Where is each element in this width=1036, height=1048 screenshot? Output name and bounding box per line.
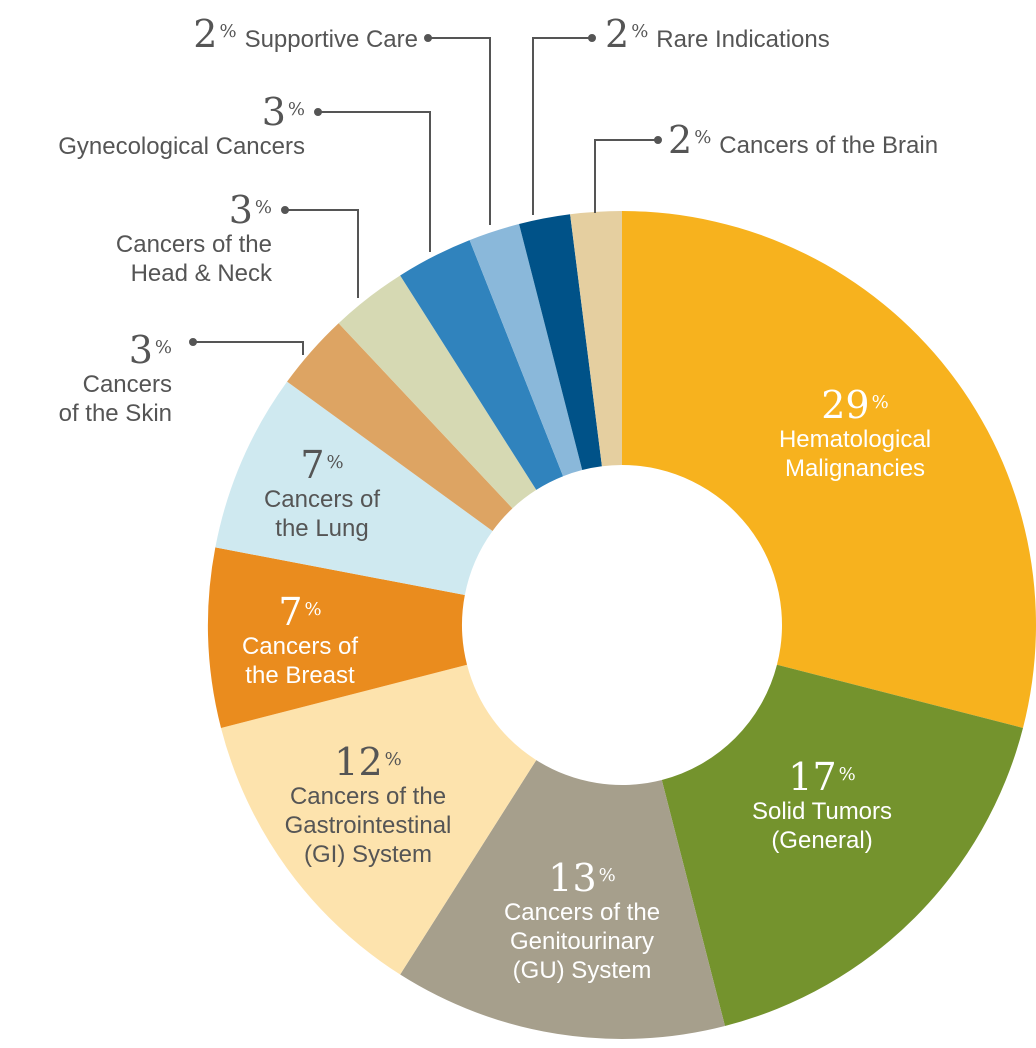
- category-label: Cancers of the Lung: [263, 486, 381, 542]
- leader-line: [285, 209, 359, 298]
- slice-label: 29% Hematological Malignancies: [779, 385, 931, 483]
- slice-label: 7% Cancers of the Lung: [264, 445, 380, 543]
- value-unit: %: [254, 197, 272, 218]
- value-label: 7%: [300, 443, 344, 487]
- slice-label: 17% Solid Tumors (General): [752, 757, 892, 855]
- category-label: Rare Indications: [656, 26, 830, 53]
- leader-line: [318, 111, 431, 252]
- slice-label: 2% Rare Indications: [605, 14, 830, 54]
- leader-dot: [588, 34, 596, 42]
- slice-label: 2% Supportive Care: [193, 14, 418, 54]
- category-label: Cancers of the Gastrointestinal (GI) Sys…: [284, 783, 452, 868]
- value-label: 2%: [605, 12, 649, 56]
- value-unit: %: [154, 337, 172, 358]
- donut-slice: [287, 323, 513, 531]
- donut-slice: [469, 224, 583, 477]
- value-label: 2%: [668, 118, 712, 162]
- donut-slice: [519, 214, 602, 471]
- value-label: 13%: [548, 856, 616, 900]
- category-label: Cancers of the Genitourinary (GU) System: [503, 899, 661, 984]
- leader-line: [428, 37, 491, 225]
- slice-label: 3% Cancers of the Head & Neck: [116, 190, 272, 288]
- donut-slice: [400, 240, 564, 490]
- value-label: 12%: [334, 740, 402, 784]
- slice-label: 13% Cancers of the Genitourinary (GU) Sys…: [504, 858, 660, 985]
- value-label: 17%: [788, 755, 856, 799]
- category-label: Cancers of the Skin: [58, 371, 172, 427]
- leader-line: [594, 139, 658, 213]
- value-label: 3%: [261, 90, 305, 134]
- category-label: Supportive Care: [244, 26, 418, 53]
- value-unit: %: [304, 599, 322, 620]
- donut-slice: [622, 211, 1036, 728]
- category-label: Cancers of the Head & Neck: [115, 231, 272, 287]
- leader-line: [193, 341, 304, 355]
- category-label: Hematological Malignancies: [778, 426, 932, 482]
- category-label: Cancers of the Brain: [719, 132, 939, 159]
- value-label: 2%: [193, 12, 237, 56]
- donut-slice: [570, 211, 622, 467]
- leader-dot: [654, 136, 662, 144]
- category-label: Gynecological Cancers: [58, 133, 305, 160]
- leader-dot: [424, 34, 432, 42]
- slice-label: 12% Cancers of the Gastrointestinal (GI) …: [285, 742, 452, 869]
- donut-slice: [338, 275, 537, 509]
- donut-slice: [400, 760, 725, 1039]
- donut-slice: [207, 547, 468, 728]
- value-label: 29%: [821, 383, 889, 427]
- donut-slice: [221, 664, 537, 975]
- value-unit: %: [219, 21, 237, 42]
- leader-dot: [314, 108, 322, 116]
- leader-line: [532, 37, 592, 215]
- value-unit: %: [326, 452, 344, 473]
- value-unit: %: [287, 99, 305, 120]
- leader-dot: [189, 338, 197, 346]
- value-unit: %: [838, 764, 856, 785]
- slice-label: 3% Gynecological Cancers: [58, 92, 305, 161]
- donut-slice: [215, 381, 493, 596]
- category-label: Cancers of the Breast: [241, 633, 359, 689]
- leader-lines: [189, 34, 662, 355]
- value-unit: %: [694, 127, 712, 148]
- category-label: Solid Tumors (General): [751, 798, 893, 854]
- value-unit: %: [871, 392, 889, 413]
- leader-dot: [281, 206, 289, 214]
- donut-slice: [661, 664, 1023, 1026]
- slice-label: 2% Cancers of the Brain: [668, 120, 938, 160]
- value-unit: %: [598, 865, 616, 886]
- value-label: 3%: [128, 328, 172, 372]
- slice-label: 3% Cancers of the Skin: [59, 330, 172, 428]
- value-unit: %: [631, 21, 649, 42]
- slices: [207, 211, 1036, 1039]
- value-unit: %: [384, 749, 402, 770]
- value-label: 3%: [228, 188, 272, 232]
- slice-label: 7% Cancers of the Breast: [242, 592, 358, 690]
- value-label: 7%: [278, 590, 322, 634]
